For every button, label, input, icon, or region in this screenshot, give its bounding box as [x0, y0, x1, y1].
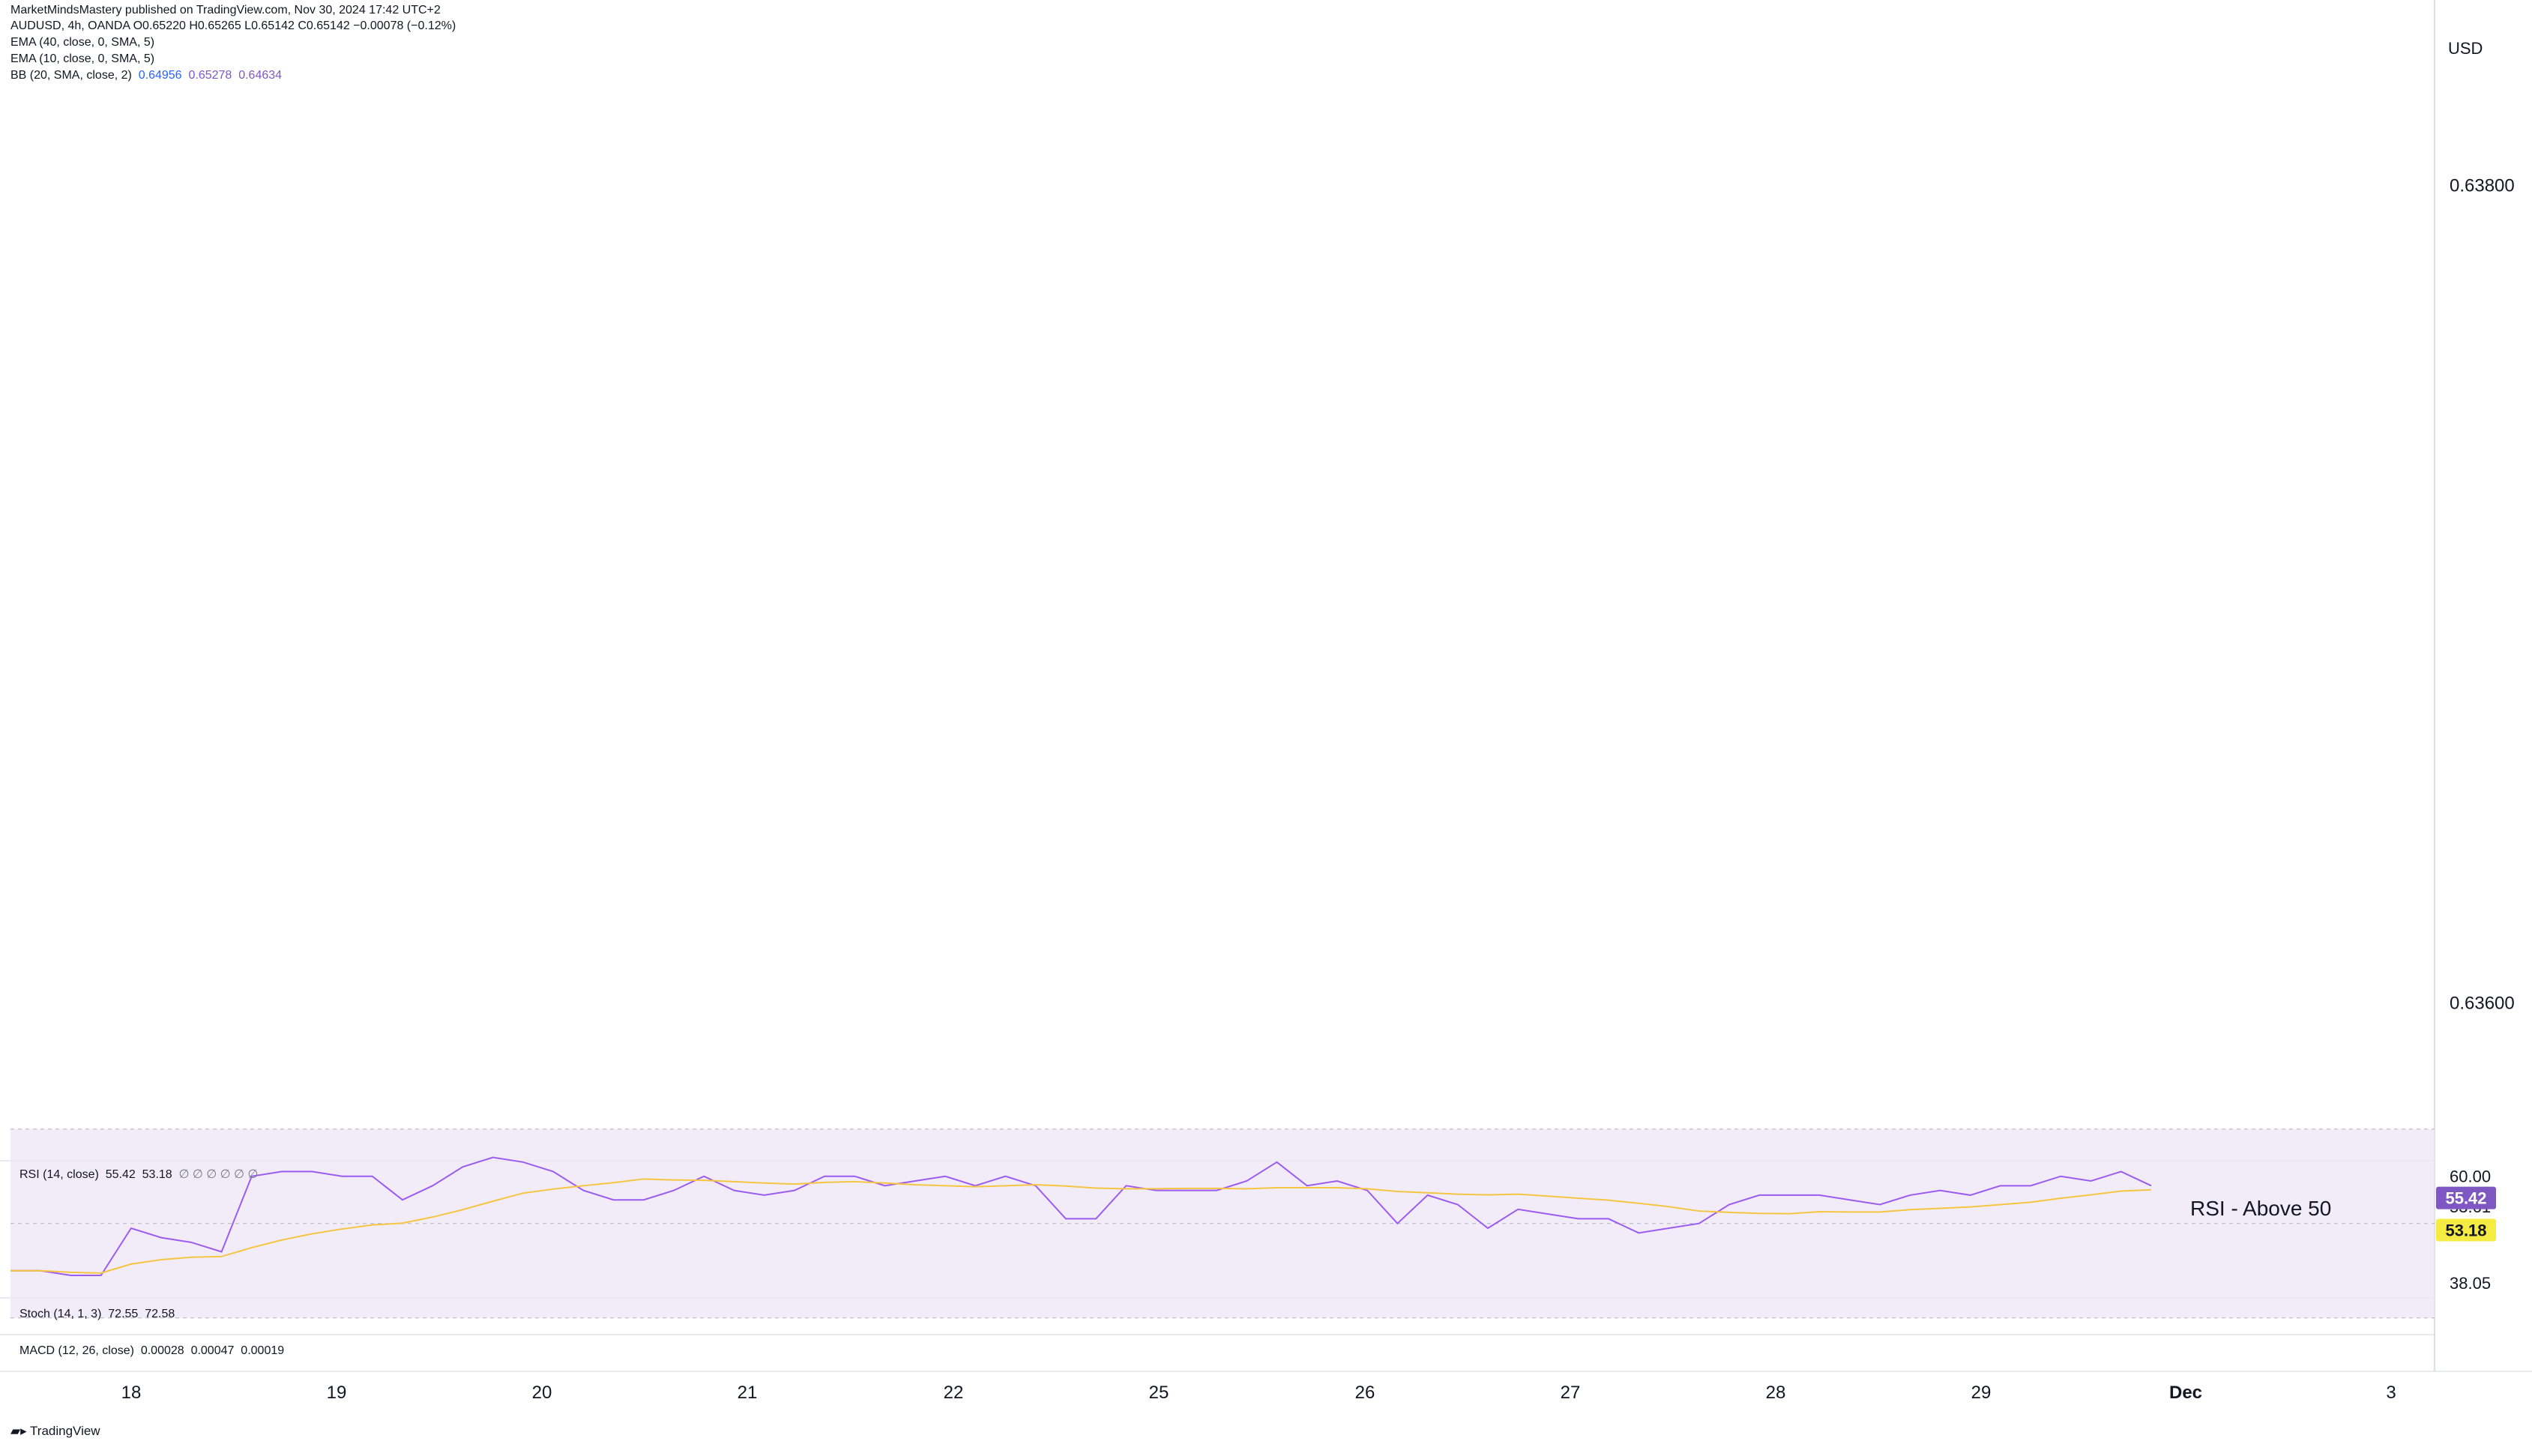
time-tick-label: 18: [121, 1383, 142, 1403]
macd-legend: MACD (12, 26, close) 0.00028 0.00047 0.0…: [19, 1344, 284, 1358]
rsi-badge-value: 55.42: [2445, 1189, 2486, 1208]
time-tick-label: 3: [2386, 1383, 2396, 1403]
rsi-ma-value: 53.18: [142, 1168, 172, 1181]
stoch-k-value: 72.55: [108, 1308, 139, 1320]
macd-signal-value: 0.00019: [241, 1344, 285, 1357]
bb-upper-value: 0.65278: [188, 69, 232, 82]
currency-label: USD: [2448, 39, 2483, 58]
bb-basis-value: 0.64956: [138, 69, 182, 82]
tradingview-brand: TradingView: [30, 1424, 100, 1438]
time-tick-label: 27: [1561, 1383, 1581, 1403]
price-tick-label: 0.63600: [2450, 994, 2515, 1014]
publisher-line: MarketMindsMastery published on TradingV…: [10, 4, 441, 16]
symbol-line: AUDUSD, 4h, OANDA O0.65220 H0.65265 L0.6…: [10, 19, 456, 32]
rsi-band: [10, 1129, 2435, 1318]
bb-lower-value: 0.64634: [238, 69, 283, 82]
rsi-value: 55.42: [105, 1168, 136, 1181]
bb-legend-label: BB (20, SMA, close, 2): [10, 69, 132, 82]
time-tick-label: 26: [1355, 1383, 1375, 1403]
stoch-title: Stoch (14, 1, 3): [19, 1308, 102, 1320]
time-tick-label: 28: [1766, 1383, 1786, 1403]
time-tick-label: 19: [327, 1383, 347, 1403]
macd-hist-value: 0.00028: [140, 1344, 184, 1357]
stoch-legend: Stoch (14, 1, 3) 72.55 72.58: [19, 1308, 175, 1321]
rsi-axis-label: 38.05: [2450, 1274, 2491, 1293]
ema10-legend: EMA (10, close, 0, SMA, 5): [10, 52, 155, 65]
ema40-legend: EMA (40, close, 0, SMA, 5): [10, 36, 155, 49]
rsi-note: RSI - Above 50: [2190, 1197, 2331, 1220]
time-tick-label: 29: [1971, 1383, 1992, 1403]
tradingview-logo-icon: ▰▸: [10, 1424, 27, 1438]
rsi-legend: RSI (14, close) 55.42 53.18 ∅ ∅ ∅ ∅ ∅ ∅: [19, 1167, 258, 1182]
rsi-line: [10, 1156, 2152, 1277]
macd-value: 0.00047: [190, 1344, 235, 1357]
rsi-ma-badge: [2436, 1218, 2496, 1242]
macd-title: MACD (12, 26, close): [19, 1344, 134, 1357]
rsi-ma-badge-value: 53.18: [2445, 1221, 2486, 1240]
stoch-d-value: 72.58: [145, 1308, 175, 1320]
bb-legend: BB (20, SMA, close, 2) 0.64956 0.65278 0…: [10, 69, 282, 82]
price-tick-label: 0.63800: [2450, 175, 2515, 196]
time-tick-label: 20: [532, 1383, 552, 1403]
rsi-axis-label: 60.00: [2450, 1167, 2491, 1186]
time-tick-label: Dec: [2169, 1383, 2202, 1403]
time-tick-label: 22: [944, 1383, 964, 1403]
time-tick-label: 25: [1149, 1383, 1169, 1403]
rsi-ma-line: [10, 1178, 2152, 1274]
rsi-title: RSI (14, close): [19, 1168, 99, 1181]
tradingview-logo[interactable]: ▰▸ TradingView: [10, 1424, 100, 1439]
rsi-extra: ∅ ∅ ∅ ∅ ∅ ∅: [178, 1168, 259, 1181]
time-tick-label: 21: [738, 1383, 758, 1403]
rsi-badge: [2436, 1186, 2496, 1209]
